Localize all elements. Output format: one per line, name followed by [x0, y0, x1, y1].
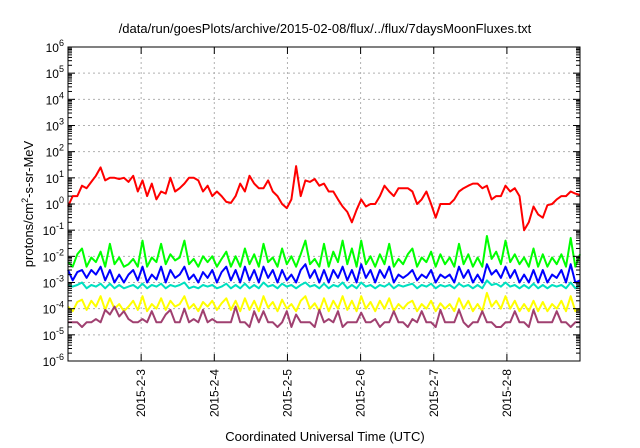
x-tick-label: 2015-2-6: [354, 369, 368, 417]
y-axis: 10-6 10-5 10-4 10-3 10-2 10-1 100 101 102 103 104 1…: [43, 38, 580, 369]
series-layer: [67, 165, 581, 328]
y-tick-label: 10-2: [43, 247, 64, 264]
series-line-2: [67, 263, 581, 284]
y-tick-label: 10-6: [43, 352, 64, 369]
x-tick-label: 2015-2-3: [134, 369, 148, 417]
x-axis-label: Coordinated Universal Time (UTC): [225, 429, 424, 444]
series-line-0: [67, 165, 581, 232]
y-tick-label: 10-3: [43, 274, 64, 291]
series-line-5: [68, 305, 580, 328]
x-axis: 2015-2-3 2015-2-4 2015-2-5 2015-2-6 2015-2-7…: [134, 47, 514, 417]
y-tick-label: 101: [46, 169, 64, 186]
y-tick-label: 102: [46, 143, 64, 160]
x-tick-label: 2015-2-7: [427, 369, 441, 417]
y-tick-label: 10-1: [43, 221, 64, 238]
x-tick-label: 2015-2-4: [207, 369, 221, 417]
y-tick-label: 106: [46, 38, 64, 55]
y-tick-label: 100: [46, 195, 64, 212]
y-tick-label: 104: [46, 90, 64, 107]
series-line-3: [67, 279, 581, 290]
y-tick-label: 103: [46, 117, 64, 134]
y-tick-label: 10-5: [43, 326, 64, 343]
grid-lines: [68, 47, 580, 361]
chart-title: /data/run/goesPlots/archive/2015-02-08/f…: [119, 21, 532, 36]
y-axis-label: protons/cm2-s-sr-MeV: [20, 140, 36, 267]
y-tick-label: 10-4: [43, 300, 64, 317]
series-line-4: [67, 291, 581, 313]
x-tick-label: 2015-2-5: [280, 369, 294, 417]
x-tick-label: 2015-2-8: [500, 369, 514, 417]
series-line-1: [67, 235, 581, 268]
y-tick-label: 105: [46, 64, 64, 81]
